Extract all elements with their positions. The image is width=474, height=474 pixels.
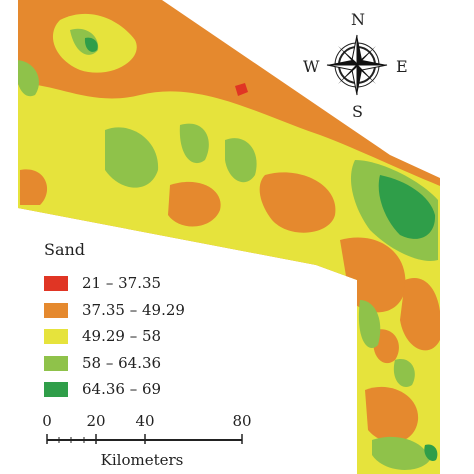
scale-bar-line	[46, 434, 243, 444]
compass-north-label: N	[351, 10, 365, 29]
zone-class-2	[400, 278, 440, 351]
zone-class-5	[424, 444, 438, 461]
legend-swatch	[44, 355, 68, 371]
legend-item: 21 – 37.35	[44, 274, 161, 292]
zone-class-2	[20, 169, 48, 205]
zone-class-2	[373, 329, 399, 364]
zone-class-5	[378, 175, 436, 239]
compass-east-label: E	[396, 57, 408, 76]
legend-item: 37.35 – 49.29	[44, 301, 185, 319]
legend-swatch	[44, 302, 68, 318]
compass-west-label: W	[303, 57, 320, 76]
zone-class-4	[225, 138, 257, 183]
zone-class-2	[168, 181, 221, 227]
scale-unit-label: Kilometers	[100, 451, 184, 469]
zone-class-4	[358, 300, 381, 348]
legend-item: 49.29 – 58	[44, 327, 161, 345]
legend-label: 37.35 – 49.29	[82, 301, 185, 319]
legend-label: 21 – 37.35	[82, 274, 162, 292]
zone-class-4	[179, 123, 209, 164]
scale-tick-label: 80	[232, 412, 252, 430]
legend-label: 64.36 – 69	[82, 380, 162, 398]
zone-class-5	[84, 37, 98, 52]
legend-swatch	[44, 275, 68, 291]
scale-tick-label: 20	[86, 412, 106, 430]
zone-class-2	[259, 172, 336, 233]
legend-item: 58 – 64.36	[44, 354, 161, 372]
scale-tick-label: 0	[42, 412, 52, 430]
scale-tick-label: 40	[135, 412, 155, 430]
legend-label: 49.29 – 58	[82, 327, 162, 345]
scale-bar: 0 20 40 80 Kilometers	[40, 412, 255, 472]
legend-title: Sand	[44, 240, 86, 259]
zone-class-4	[105, 127, 159, 188]
zone-class-4	[18, 60, 39, 97]
compass-rose-icon	[326, 34, 388, 96]
zone-class-1	[235, 83, 248, 96]
legend-swatch	[44, 381, 68, 397]
zone-class-4	[372, 436, 430, 470]
zone-class-2	[365, 386, 419, 443]
compass-south-label: S	[352, 102, 363, 121]
zone-class-4	[393, 359, 415, 388]
compass-rose: N S E W	[300, 10, 415, 121]
legend-swatch	[44, 328, 68, 344]
legend-label: 58 – 64.36	[82, 354, 162, 372]
legend-item: 64.36 – 69	[44, 380, 161, 398]
